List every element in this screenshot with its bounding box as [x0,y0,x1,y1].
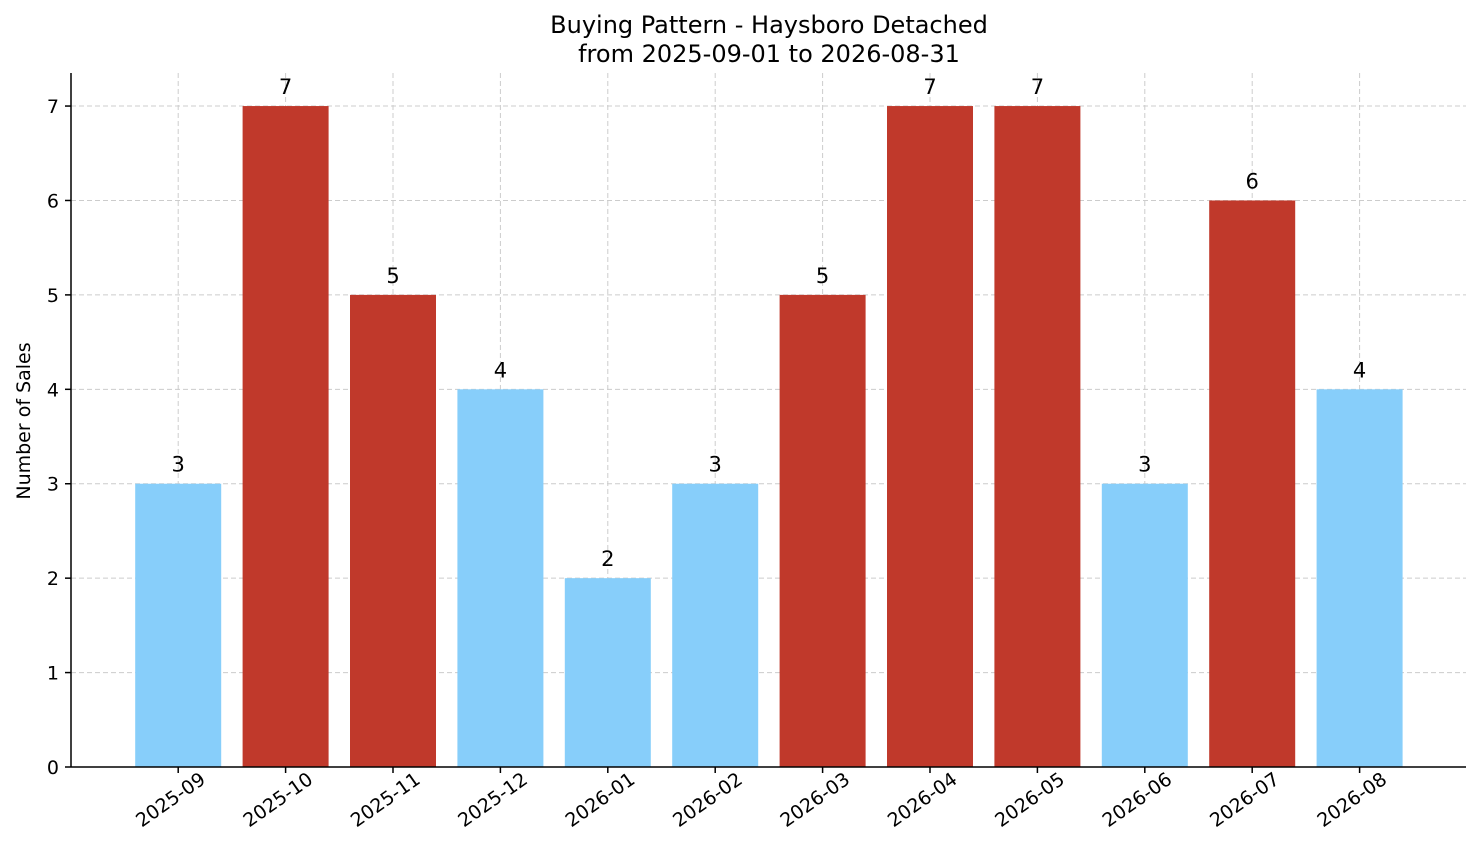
axes [65,73,1466,773]
bar-value-label: 7 [923,75,936,99]
bar-value-label: 3 [1138,453,1151,477]
chart-title: Buying Pattern - Haysboro Detached [550,11,988,39]
x-tick-label: 2025-10 [239,768,317,832]
bar-2026-06 [1101,483,1188,767]
bar-value-label: 6 [1246,169,1259,193]
y-tick-label: 1 [47,663,59,685]
y-tick-label: 5 [47,285,59,307]
y-axis-label: Number of Sales [13,342,35,499]
y-tick-label: 6 [47,190,59,212]
y-tick-label: 4 [47,379,59,401]
bar-value-label: 2 [601,547,614,571]
bar-value-label: 5 [816,264,829,288]
x-tick-label: 2026-01 [562,768,640,832]
x-tick-label: 2026-08 [1313,768,1391,832]
bar-2025-10 [242,106,329,768]
bar-value-label: 4 [494,358,507,382]
x-tick-label: 2025-12 [454,768,532,832]
bar-2025-09 [135,483,222,767]
y-tick-label: 3 [47,474,59,496]
x-tick-label: 2026-02 [669,768,747,832]
bar-value-label: 7 [279,75,292,99]
bar-value-label: 3 [709,453,722,477]
y-tick-label: 7 [47,96,59,118]
x-tick-label: 2026-06 [1099,768,1177,832]
bar-2026-04 [887,106,973,768]
bar-2026-07 [1209,200,1296,768]
bar-2026-01 [564,578,651,767]
x-tick-label: 2025-09 [132,768,210,832]
x-tick-label: 2026-04 [884,768,962,832]
bars [135,106,1403,768]
bar-2026-05 [994,106,1081,768]
bar-value-label: 4 [1353,358,1366,382]
bar-value-label: 3 [172,453,185,477]
x-tick-label: 2025-11 [347,768,425,832]
bar-2026-03 [779,294,866,767]
bar-value-label: 7 [1031,75,1044,99]
y-tick-label: 2 [47,568,59,590]
bar-value-labels: 3 7 5 4 2 3 5 7 7 3 6 4 [172,75,1367,571]
y-tick-label: 0 [47,757,59,779]
bar-2025-12 [457,389,544,767]
bar-value-label: 5 [386,264,399,288]
x-tick-label: 2026-07 [1206,768,1284,832]
chart-subtitle: from 2025-09-01 to 2026-08-31 [578,40,960,68]
bar-2025-11 [350,294,436,767]
x-tick-label: 2026-05 [991,768,1069,832]
bar-2026-02 [672,483,759,767]
x-tick-label: 2026-03 [776,768,854,832]
bar-2026-08 [1316,389,1403,767]
